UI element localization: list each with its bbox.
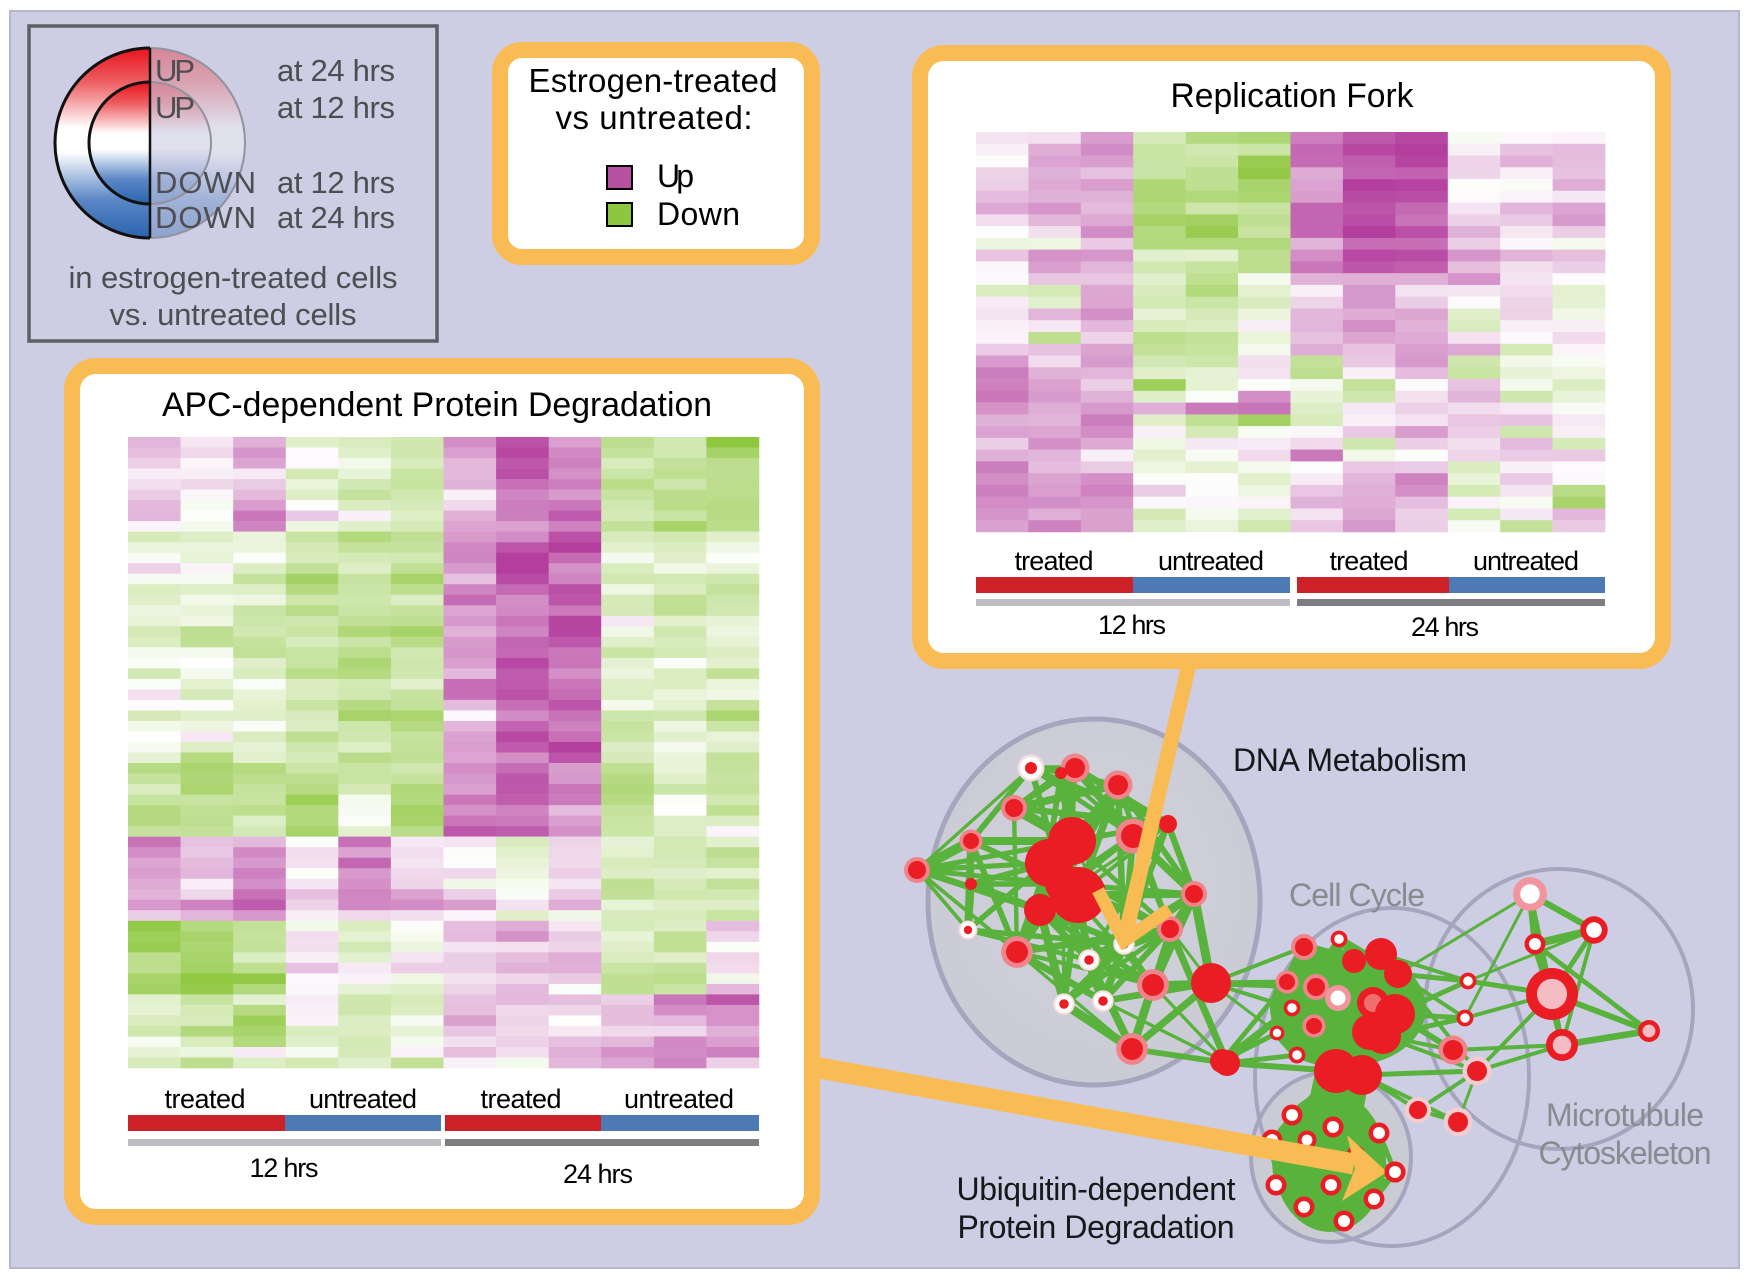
svg-text:at 12 hrs: at 12 hrs [277, 90, 395, 125]
svg-text:APC-dependent Protein Degradat: APC-dependent Protein Degradation [162, 386, 712, 424]
svg-text:untreated: untreated [624, 1084, 734, 1114]
svg-text:Estrogen-treated: Estrogen-treated [529, 62, 778, 99]
svg-text:at 12 hrs: at 12 hrs [277, 165, 395, 200]
svg-text:DOWN: DOWN [155, 165, 256, 200]
svg-text:untreated: untreated [1473, 546, 1579, 576]
svg-text:24 hrs: 24 hrs [1411, 612, 1479, 642]
svg-text:at 24 hrs: at 24 hrs [277, 53, 395, 88]
svg-text:vs untreated:: vs untreated: [556, 99, 753, 136]
svg-text:DNA Metabolism: DNA Metabolism [1233, 742, 1467, 778]
svg-text:vs. untreated cells: vs. untreated cells [110, 297, 357, 332]
svg-text:in estrogen-treated cells: in estrogen-treated cells [69, 260, 398, 295]
svg-text:treated: treated [481, 1084, 562, 1114]
svg-text:Cytoskeleton: Cytoskeleton [1539, 1135, 1712, 1171]
svg-text:untreated: untreated [309, 1084, 417, 1114]
svg-text:treated: treated [1015, 546, 1094, 576]
svg-text:untreated: untreated [1158, 546, 1264, 576]
svg-text:DOWN: DOWN [155, 200, 256, 235]
svg-text:Up: Up [657, 158, 694, 194]
svg-text:UP: UP [155, 90, 195, 125]
svg-text:24 hrs: 24 hrs [563, 1159, 633, 1189]
svg-text:Microtubule: Microtubule [1546, 1097, 1704, 1133]
svg-text:Cell Cycle: Cell Cycle [1289, 877, 1425, 913]
svg-text:UP: UP [155, 53, 195, 88]
svg-text:treated: treated [1330, 546, 1409, 576]
svg-text:12 hrs: 12 hrs [1098, 610, 1166, 640]
svg-text:12 hrs: 12 hrs [250, 1153, 319, 1183]
svg-text:Ubiquitin-dependent: Ubiquitin-dependent [957, 1171, 1236, 1207]
svg-text:Protein Degradation: Protein Degradation [958, 1209, 1235, 1245]
svg-text:Replication Fork: Replication Fork [1171, 77, 1415, 115]
svg-text:Down: Down [657, 196, 740, 232]
svg-text:treated: treated [165, 1084, 246, 1114]
svg-text:at 24 hrs: at 24 hrs [277, 200, 395, 235]
